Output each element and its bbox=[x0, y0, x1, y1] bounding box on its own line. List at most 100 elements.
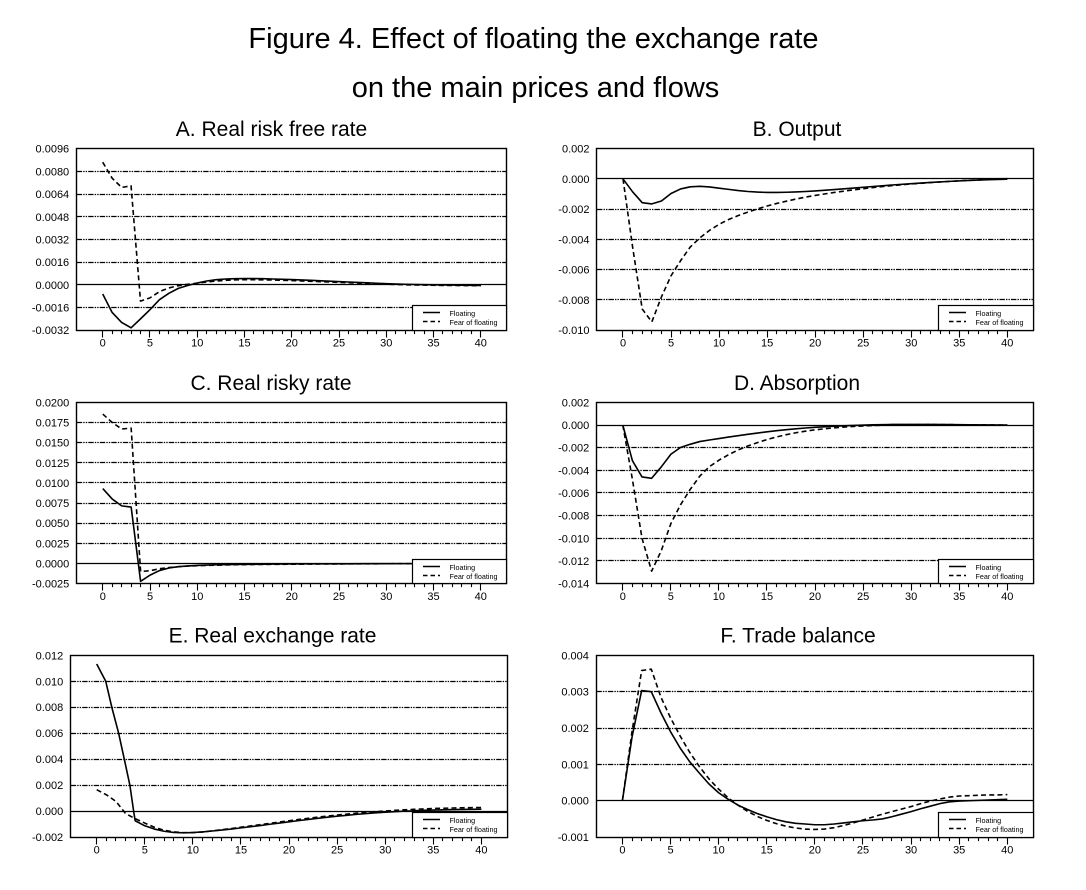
svg-text:0.000: 0.000 bbox=[562, 174, 590, 186]
svg-text:-0.001: -0.001 bbox=[558, 832, 589, 844]
svg-text:0.001: 0.001 bbox=[561, 759, 589, 771]
svg-text:-0.002: -0.002 bbox=[558, 443, 589, 455]
svg-text:Floating: Floating bbox=[450, 309, 476, 318]
svg-text:10: 10 bbox=[713, 591, 725, 603]
svg-text:0.0000: 0.0000 bbox=[36, 558, 70, 570]
svg-text:Fear of floating: Fear of floating bbox=[450, 825, 498, 834]
svg-text:40: 40 bbox=[1001, 591, 1013, 603]
svg-text:20: 20 bbox=[286, 591, 298, 603]
svg-text:10: 10 bbox=[187, 844, 199, 856]
svg-text:on the main prices and flows: on the main prices and flows bbox=[352, 72, 720, 104]
svg-text:0.002: 0.002 bbox=[36, 780, 64, 792]
svg-text:0.0064: 0.0064 bbox=[36, 189, 70, 201]
svg-text:0.004: 0.004 bbox=[561, 650, 589, 662]
svg-text:C. Real risky rate: C. Real risky rate bbox=[190, 372, 351, 395]
svg-text:30: 30 bbox=[905, 591, 917, 603]
svg-text:35: 35 bbox=[427, 591, 439, 603]
svg-text:25: 25 bbox=[333, 337, 345, 349]
svg-text:-0.012: -0.012 bbox=[558, 556, 589, 568]
svg-text:0.0048: 0.0048 bbox=[36, 212, 70, 224]
svg-text:-0.008: -0.008 bbox=[558, 511, 589, 523]
svg-text:Figure 4. Effect of floating t: Figure 4. Effect of floating the exchang… bbox=[248, 23, 818, 55]
svg-text:20: 20 bbox=[809, 844, 821, 856]
svg-text:0.0100: 0.0100 bbox=[36, 478, 70, 490]
svg-text:10: 10 bbox=[191, 591, 203, 603]
svg-text:0.0075: 0.0075 bbox=[36, 498, 70, 510]
svg-text:0: 0 bbox=[94, 844, 100, 856]
svg-text:Floating: Floating bbox=[976, 309, 1002, 318]
svg-text:40: 40 bbox=[1001, 337, 1013, 349]
svg-text:20: 20 bbox=[809, 337, 821, 349]
svg-text:5: 5 bbox=[668, 591, 674, 603]
svg-text:25: 25 bbox=[333, 591, 345, 603]
svg-text:10: 10 bbox=[713, 337, 725, 349]
svg-text:0.000: 0.000 bbox=[562, 420, 590, 432]
svg-text:20: 20 bbox=[286, 337, 298, 349]
svg-text:35: 35 bbox=[953, 337, 965, 349]
svg-text:15: 15 bbox=[761, 337, 773, 349]
svg-text:0.000: 0.000 bbox=[36, 806, 64, 818]
svg-text:-0.006: -0.006 bbox=[558, 265, 589, 277]
svg-text:5: 5 bbox=[147, 337, 153, 349]
svg-text:-0.004: -0.004 bbox=[558, 234, 589, 246]
svg-text:0.002: 0.002 bbox=[562, 144, 590, 156]
svg-text:0.0175: 0.0175 bbox=[36, 418, 70, 430]
svg-text:40: 40 bbox=[475, 591, 487, 603]
svg-text:-0.0016: -0.0016 bbox=[32, 303, 69, 315]
svg-text:25: 25 bbox=[857, 591, 869, 603]
svg-text:-0.002: -0.002 bbox=[32, 832, 63, 844]
svg-text:40: 40 bbox=[475, 337, 487, 349]
svg-text:0.0025: 0.0025 bbox=[36, 538, 70, 550]
svg-text:Fear of floating: Fear of floating bbox=[976, 825, 1024, 834]
svg-text:0.0200: 0.0200 bbox=[36, 397, 70, 409]
svg-text:35: 35 bbox=[427, 844, 439, 856]
svg-text:0.0016: 0.0016 bbox=[36, 257, 70, 269]
svg-text:0: 0 bbox=[100, 337, 106, 349]
svg-text:20: 20 bbox=[283, 844, 295, 856]
svg-text:30: 30 bbox=[380, 591, 392, 603]
svg-text:5: 5 bbox=[667, 844, 673, 856]
svg-text:-0.0025: -0.0025 bbox=[32, 579, 69, 591]
svg-text:5: 5 bbox=[668, 337, 674, 349]
svg-text:0.000: 0.000 bbox=[561, 796, 589, 808]
svg-text:Floating: Floating bbox=[976, 563, 1002, 572]
svg-text:-0.006: -0.006 bbox=[558, 488, 589, 500]
svg-text:Fear of floating: Fear of floating bbox=[976, 318, 1024, 327]
svg-text:0.0150: 0.0150 bbox=[36, 438, 70, 450]
svg-text:35: 35 bbox=[953, 591, 965, 603]
svg-text:25: 25 bbox=[331, 844, 343, 856]
svg-text:0: 0 bbox=[100, 591, 106, 603]
svg-text:0.0000: 0.0000 bbox=[36, 280, 70, 292]
svg-text:5: 5 bbox=[142, 844, 148, 856]
svg-text:0.010: 0.010 bbox=[36, 676, 64, 688]
svg-text:25: 25 bbox=[857, 337, 869, 349]
svg-text:30: 30 bbox=[379, 844, 391, 856]
svg-text:0.0125: 0.0125 bbox=[36, 458, 70, 470]
svg-text:0.003: 0.003 bbox=[561, 687, 589, 699]
svg-text:Floating: Floating bbox=[976, 816, 1002, 825]
svg-text:0.0096: 0.0096 bbox=[36, 144, 70, 156]
svg-text:30: 30 bbox=[905, 844, 917, 856]
svg-text:-0.008: -0.008 bbox=[558, 295, 589, 307]
svg-text:0.002: 0.002 bbox=[562, 397, 590, 409]
svg-text:Fear of floating: Fear of floating bbox=[450, 318, 498, 327]
svg-text:0.002: 0.002 bbox=[561, 723, 589, 735]
svg-text:5: 5 bbox=[147, 591, 153, 603]
svg-text:-0.002: -0.002 bbox=[558, 204, 589, 216]
svg-text:15: 15 bbox=[761, 844, 773, 856]
svg-text:0.004: 0.004 bbox=[36, 754, 64, 766]
svg-text:Fear of floating: Fear of floating bbox=[450, 572, 498, 581]
svg-text:A. Real risk free rate: A. Real risk free rate bbox=[176, 118, 367, 141]
svg-text:35: 35 bbox=[427, 337, 439, 349]
svg-text:40: 40 bbox=[1001, 844, 1013, 856]
svg-text:-0.010: -0.010 bbox=[558, 325, 589, 337]
svg-text:0.0050: 0.0050 bbox=[36, 518, 70, 530]
svg-text:10: 10 bbox=[191, 337, 203, 349]
svg-text:D. Absorption: D. Absorption bbox=[734, 372, 860, 395]
svg-text:Fear of floating: Fear of floating bbox=[976, 572, 1024, 581]
svg-text:0.0032: 0.0032 bbox=[36, 234, 70, 246]
svg-text:10: 10 bbox=[712, 844, 724, 856]
svg-text:25: 25 bbox=[857, 844, 869, 856]
svg-text:-0.0032: -0.0032 bbox=[32, 325, 69, 337]
svg-text:Floating: Floating bbox=[450, 816, 476, 825]
